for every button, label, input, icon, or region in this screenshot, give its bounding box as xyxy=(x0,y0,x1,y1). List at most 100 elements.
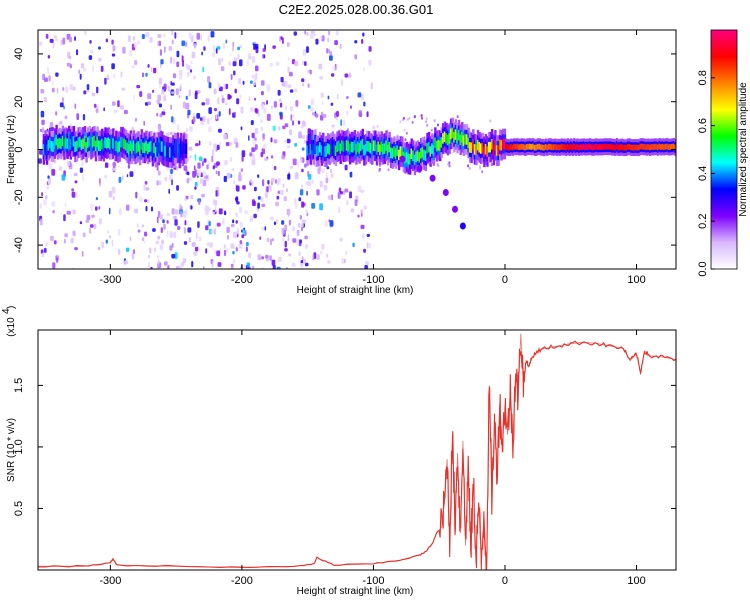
ridge-cell xyxy=(181,145,184,157)
noise-cell xyxy=(144,231,148,237)
noise-cell xyxy=(240,106,244,114)
noise-cell xyxy=(370,82,373,90)
noise-cell xyxy=(339,43,342,50)
noise-cell xyxy=(345,250,347,255)
noise-cell xyxy=(292,238,297,243)
ridge-cell xyxy=(405,151,409,163)
ridge-cell xyxy=(361,138,364,150)
ridge-cell xyxy=(560,143,563,150)
noise-cell xyxy=(311,179,314,184)
noise-cell xyxy=(193,43,197,49)
noise-cell xyxy=(66,210,69,215)
noise-cell xyxy=(133,42,137,48)
noise-cell xyxy=(284,224,288,232)
noise-cell xyxy=(224,159,228,166)
noise-cell xyxy=(168,46,172,51)
noise-cell xyxy=(171,179,173,186)
ridge-cell xyxy=(549,143,552,150)
noise-cell xyxy=(246,262,250,268)
noise-cell xyxy=(171,253,176,259)
noise-cell xyxy=(290,105,293,112)
noise-cell xyxy=(64,115,68,120)
noise-cell xyxy=(90,203,94,211)
noise-cell xyxy=(197,90,201,94)
noise-cell xyxy=(161,240,164,245)
noise-cell xyxy=(241,156,244,162)
noise-cell xyxy=(131,252,135,260)
noise-cell xyxy=(59,102,64,108)
noise-cell xyxy=(154,247,157,252)
ridge-cell xyxy=(448,133,451,144)
noise-cell xyxy=(210,116,213,120)
noise-cell xyxy=(64,238,66,244)
noise-cell xyxy=(45,195,48,200)
noise-cell xyxy=(183,165,188,171)
x-tick-label: -200 xyxy=(231,274,253,286)
noise-cell xyxy=(85,219,90,223)
ridge-cell xyxy=(511,144,514,151)
ridge-cell xyxy=(93,135,96,147)
noise-cell xyxy=(299,189,304,196)
noise-cell xyxy=(261,256,264,260)
ridge-cell xyxy=(465,134,469,145)
ridge-cell xyxy=(497,145,500,156)
noise-cell xyxy=(166,132,170,137)
y-tick-label: -40 xyxy=(13,237,25,253)
ridge-cell xyxy=(77,137,80,148)
ridge-cell xyxy=(358,143,361,154)
noise-cell xyxy=(304,235,308,240)
noise-cell xyxy=(425,120,427,124)
noise-cell xyxy=(194,154,197,161)
noise-cell xyxy=(187,227,192,233)
ridge-cell xyxy=(156,141,159,153)
ridge-cell xyxy=(60,138,63,150)
noise-cell xyxy=(223,244,226,249)
noise-cell xyxy=(74,180,78,184)
ridge-cell xyxy=(306,145,309,156)
noise-cell xyxy=(294,143,298,147)
noise-cell xyxy=(157,34,162,38)
noise-cell xyxy=(266,237,270,243)
noise-cell xyxy=(403,116,405,120)
ridge-cell xyxy=(375,144,379,155)
noise-cell xyxy=(232,219,235,224)
noise-cell xyxy=(185,208,188,215)
ridge-cell xyxy=(420,148,423,159)
noise-cell xyxy=(150,206,153,212)
noise-cell xyxy=(279,102,283,108)
noise-cell xyxy=(249,216,253,222)
noise-cell xyxy=(301,221,304,228)
noise-cell xyxy=(68,55,72,60)
ridge-cell xyxy=(579,144,582,150)
noise-cell xyxy=(237,54,240,60)
noise-cell xyxy=(239,221,243,228)
noise-cell xyxy=(222,218,225,225)
ridge-cell xyxy=(483,146,486,158)
noise-cell xyxy=(284,248,288,252)
y-tick-label: 1.0 xyxy=(13,439,25,454)
noise-cell xyxy=(290,114,293,121)
ridge-cell xyxy=(74,141,77,152)
ridge-cell xyxy=(85,142,88,153)
ridge-cell xyxy=(464,134,467,145)
noise-cell xyxy=(284,123,289,128)
ridge-cell xyxy=(377,141,380,152)
noise-cell xyxy=(186,171,190,176)
noise-cell xyxy=(170,81,172,86)
ridge-cell xyxy=(516,143,519,150)
noise-cell xyxy=(38,158,42,164)
noise-cell xyxy=(266,113,271,121)
noise-cell xyxy=(185,102,190,110)
y-tick-label: 0 xyxy=(13,146,25,152)
noise-cell xyxy=(305,209,309,213)
noise-cell xyxy=(209,242,213,248)
noise-cell xyxy=(282,183,285,188)
noise-cell xyxy=(225,39,228,44)
ridge-cell xyxy=(380,141,383,152)
x-tick-label: 0 xyxy=(502,575,508,587)
noise-cell xyxy=(113,73,116,79)
ridge-cell xyxy=(49,137,52,149)
ridge-cell xyxy=(315,146,319,157)
noise-cell xyxy=(74,191,78,199)
noise-cell xyxy=(169,231,173,238)
